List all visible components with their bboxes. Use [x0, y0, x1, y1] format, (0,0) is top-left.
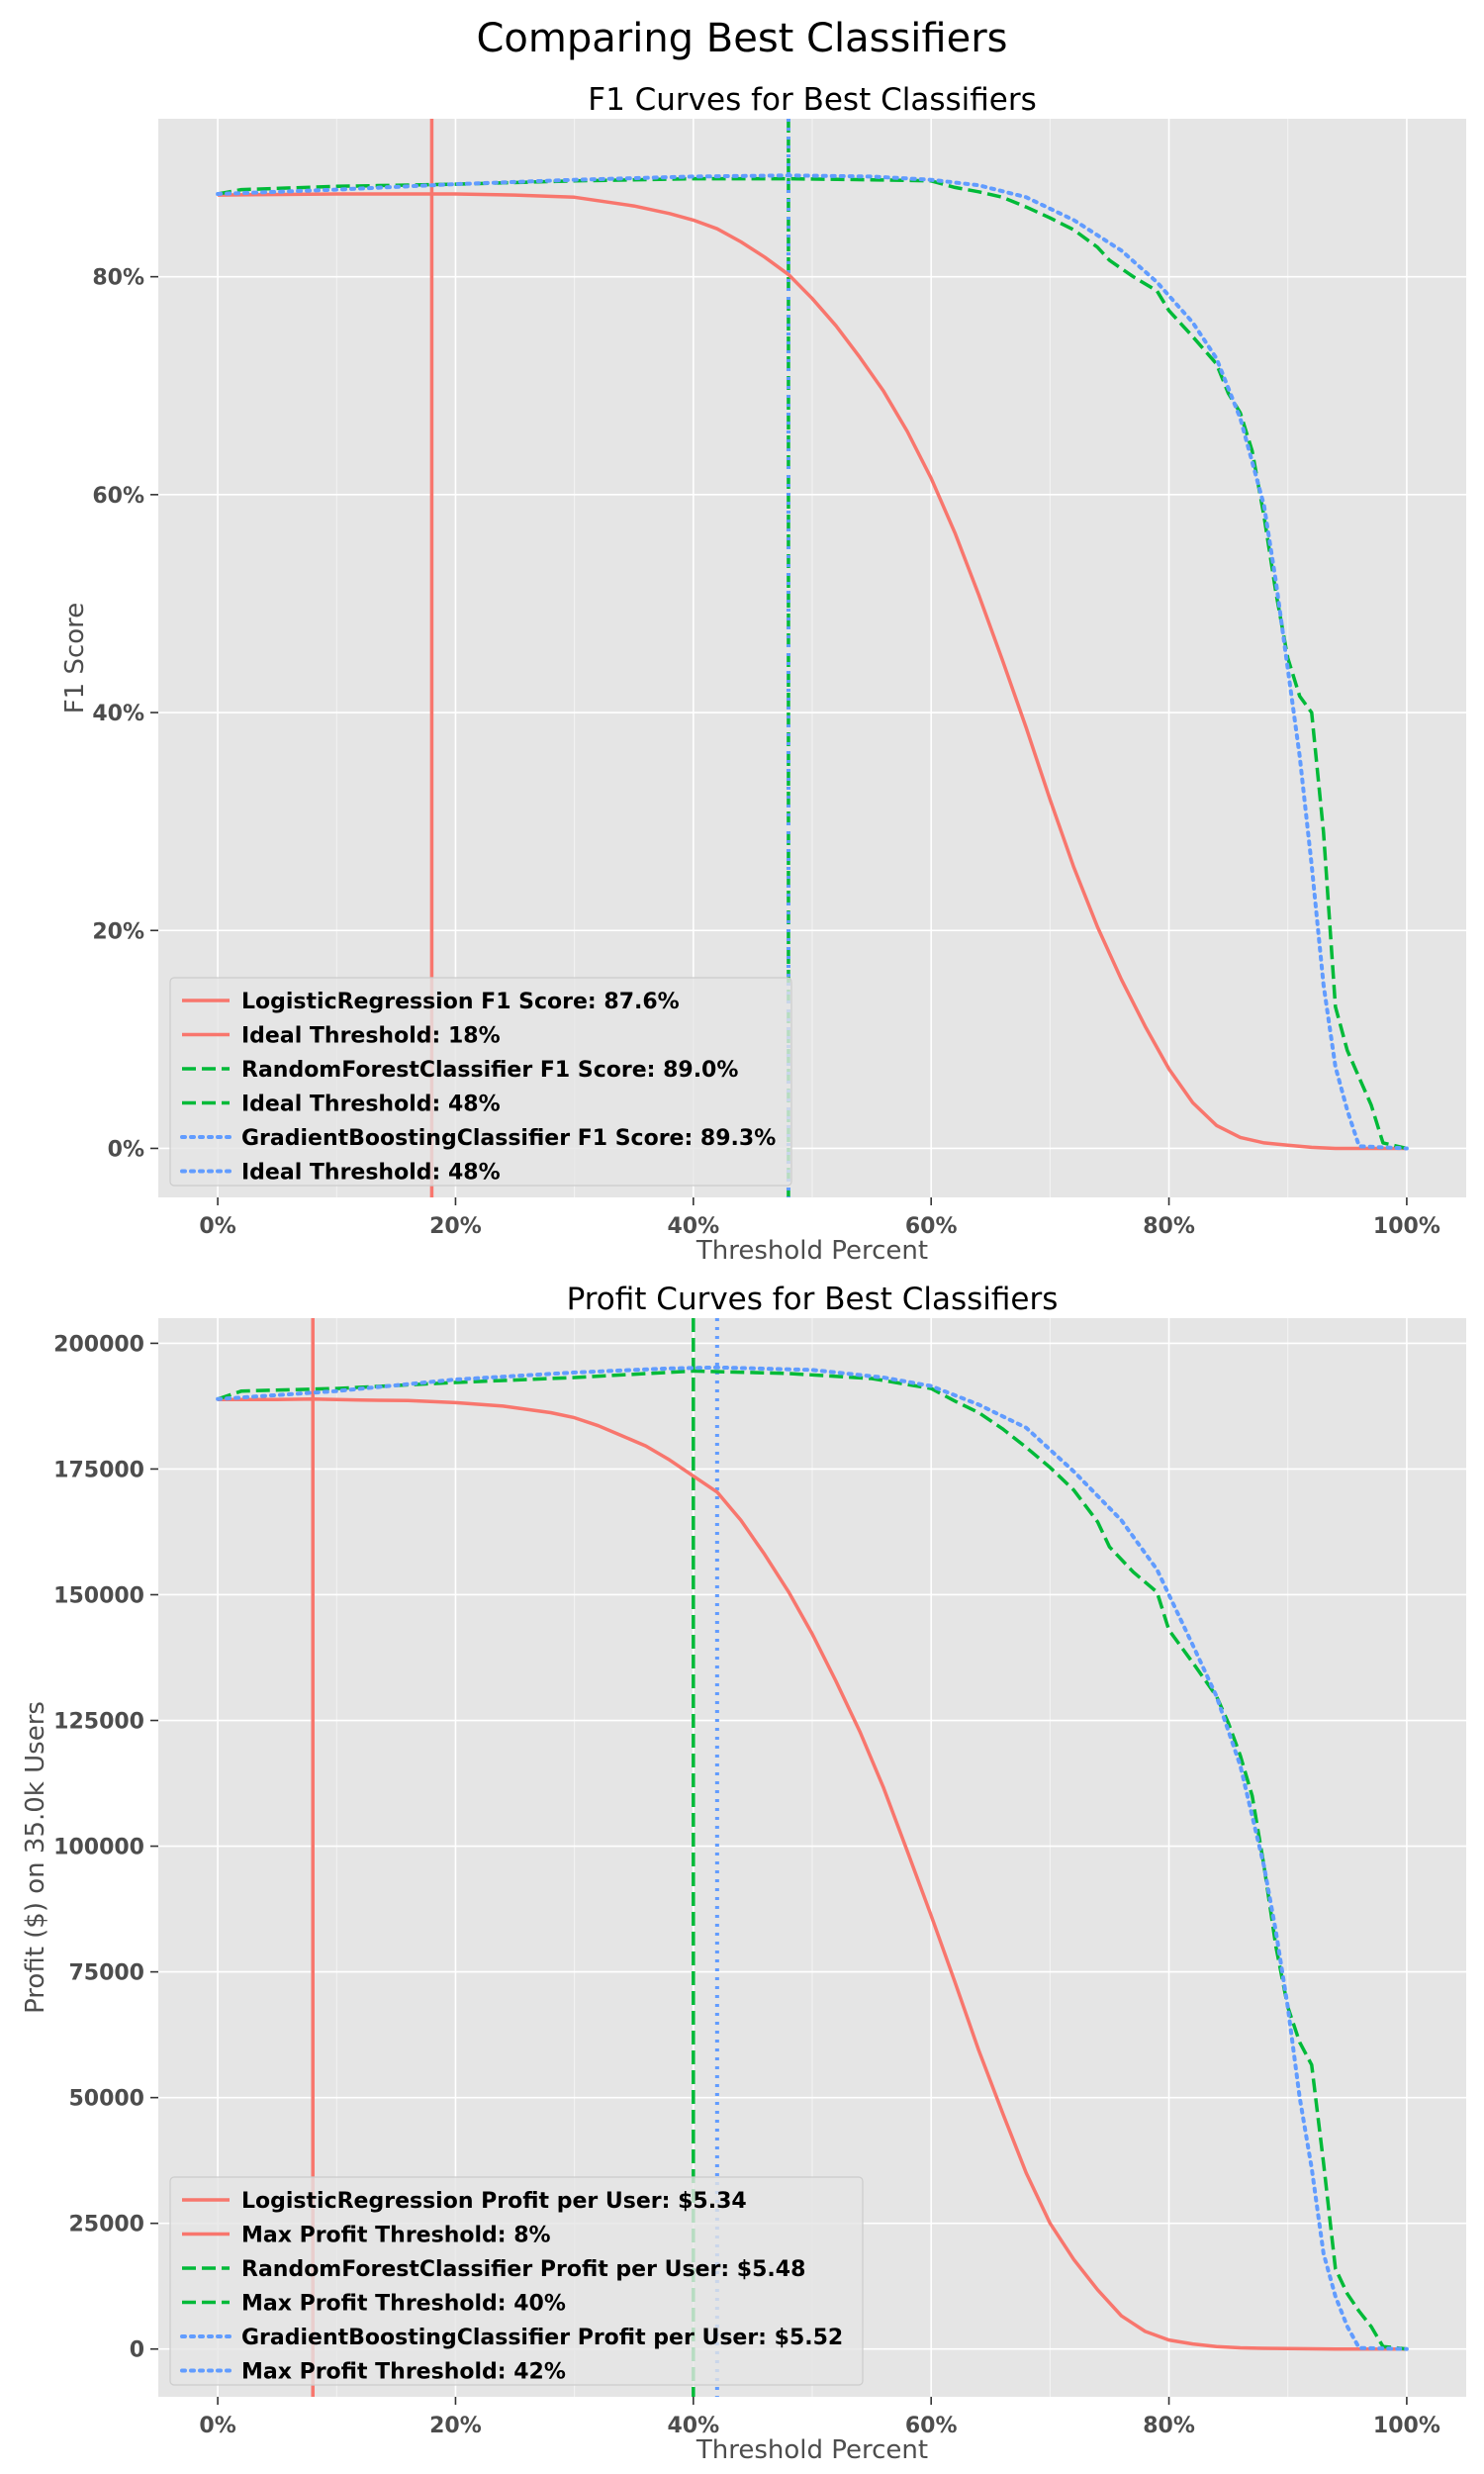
- y-tick-label: 125000: [53, 1710, 144, 1735]
- boosting-series-line: [216, 1365, 1409, 2351]
- f1-y-axis-label: F1 Score: [60, 603, 90, 714]
- legend-label: LogisticRegression F1 Score: 87.6%: [241, 990, 680, 1014]
- legend-label: GradientBoostingClassifier F1 Score: 89.…: [241, 1126, 776, 1151]
- y-tick-label: 25000: [68, 2213, 144, 2237]
- legend-label: LogisticRegression Profit per User: $5.3…: [241, 2189, 747, 2214]
- y-tick-label: 0: [130, 2338, 144, 2363]
- y-tick-label: 150000: [53, 1583, 144, 1608]
- f1-y-ticks: 0% 20% 40% 60% 80%: [92, 266, 158, 1162]
- x-tick-label: 60%: [905, 1214, 958, 1239]
- legend-label: Ideal Threshold: 48%: [241, 1093, 501, 1117]
- y-tick-label: 40%: [92, 702, 144, 726]
- x-tick-label: 40%: [667, 1214, 719, 1239]
- x-tick-label: 20%: [429, 2414, 482, 2438]
- y-tick-label: 75000: [68, 1961, 144, 1986]
- x-tick-label: 40%: [667, 2414, 719, 2438]
- legend-label: Max Profit Threshold: 8%: [241, 2224, 551, 2248]
- x-tick-label: 100%: [1373, 2414, 1440, 2438]
- legend-box: [169, 2176, 864, 2386]
- x-tick-label: 80%: [1143, 2414, 1195, 2438]
- figure-title: Comparing Best Classifiers: [476, 16, 1007, 61]
- logistic-series-line: [218, 1397, 1407, 2351]
- y-tick-label: 0%: [108, 1137, 144, 1162]
- y-tick-label: 60%: [92, 484, 144, 509]
- profit-x-ticks: 0% 20% 40% 60% 80% 100%: [199, 2397, 1440, 2438]
- x-tick-label: 80%: [1143, 1214, 1195, 1239]
- boosting-series-line: [216, 173, 1409, 1151]
- x-tick-label: 0%: [199, 1214, 235, 1239]
- y-tick-label: 20%: [92, 919, 144, 944]
- legend-label: Ideal Threshold: 48%: [241, 1161, 501, 1186]
- profit-x-axis-label: Threshold Percent: [696, 2435, 928, 2465]
- legend-label: Ideal Threshold: 18%: [241, 1024, 501, 1049]
- f1-x-ticks: 0% 20% 40% 60% 80% 100%: [199, 1197, 1440, 1239]
- y-tick-label: 50000: [68, 2087, 144, 2112]
- f1-legend: LogisticRegression F1 Score: 87.6% Ideal …: [169, 977, 792, 1187]
- profit-series: [216, 1365, 1409, 2351]
- logistic-series-line: [218, 192, 1407, 1151]
- x-tick-label: 60%: [905, 2414, 958, 2438]
- legend-label: GradientBoostingClassifier Profit per Us…: [241, 2326, 843, 2350]
- legend-label: Max Profit Threshold: 42%: [241, 2360, 566, 2385]
- legend-label: RandomForestClassifier F1 Score: 89.0%: [241, 1058, 738, 1083]
- f1-series: [216, 173, 1409, 1151]
- legend-box: [169, 977, 792, 1187]
- f1-chart: 0% 20% 40% 60% 80% 100% 0% 20% 40% 60% 80% F1 Cur…: [60, 82, 1466, 1266]
- profit-y-axis-label: Profit ($) on 35.0k Users: [21, 1701, 50, 2014]
- forest-series-line: [217, 1369, 1408, 2351]
- x-tick-label: 0%: [199, 2414, 235, 2438]
- x-tick-label: 20%: [429, 1214, 482, 1239]
- profit-chart: 0% 20% 40% 60% 80% 100% 0 25000 50000 75000 10000…: [21, 1282, 1466, 2465]
- y-tick-label: 200000: [53, 1332, 144, 1357]
- legend-label: Max Profit Threshold: 40%: [241, 2292, 566, 2317]
- profit-y-ticks: 0 25000 50000 75000 100000 125000 150000 175000…: [53, 1332, 158, 2363]
- f1-x-axis-label: Threshold Percent: [696, 1236, 928, 1266]
- profit-chart-title: Profit Curves for Best Classifiers: [567, 1282, 1059, 1317]
- forest-series-line: [217, 176, 1408, 1151]
- y-tick-label: 175000: [53, 1458, 144, 1482]
- x-tick-label: 100%: [1373, 1214, 1440, 1239]
- y-tick-label: 100000: [53, 1836, 144, 1860]
- profit-legend: LogisticRegression Profit per User: $5.3…: [169, 2176, 864, 2386]
- y-tick-label: 80%: [92, 266, 144, 291]
- legend-label: RandomForestClassifier Profit per User: …: [241, 2257, 805, 2282]
- f1-chart-title: F1 Curves for Best Classifiers: [588, 82, 1037, 118]
